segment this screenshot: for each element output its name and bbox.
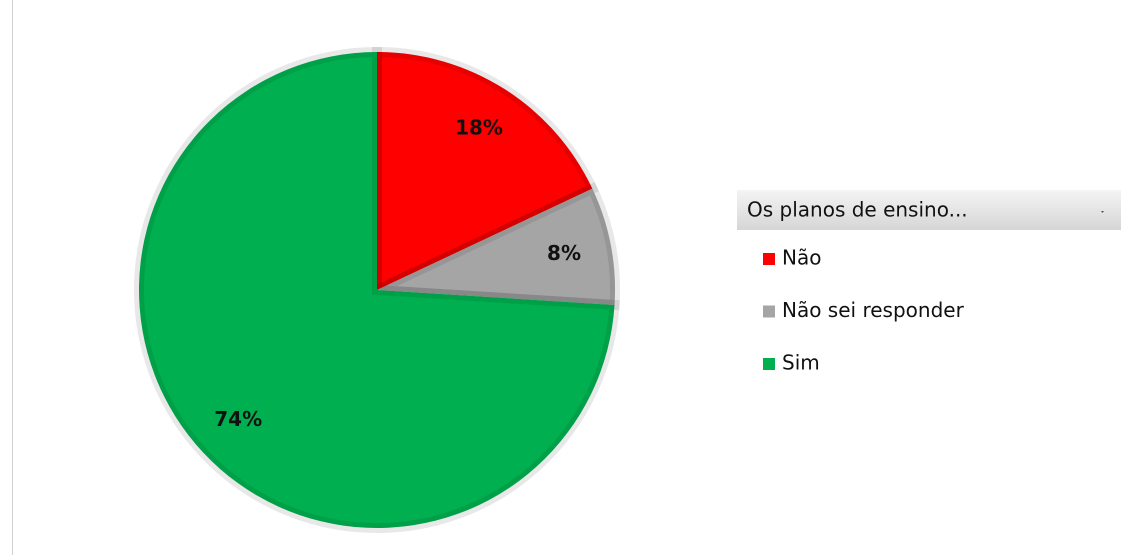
slice-border — [372, 46, 600, 298]
pie-slice — [377, 188, 615, 305]
legend-title[interactable]: Os planos de ensino... — [747, 198, 968, 222]
legend-label: Sim — [782, 351, 820, 375]
pie-slice — [138, 52, 615, 528]
data-label: 18% — [455, 116, 503, 140]
legend-swatch — [763, 358, 775, 370]
slice-border — [134, 46, 620, 533]
legend-label: Não sei responder — [782, 298, 965, 322]
dropdown-arrow[interactable] — [1101, 211, 1104, 213]
data-label: 74% — [214, 407, 262, 431]
pie-slice — [377, 52, 593, 290]
legend-swatch — [763, 253, 775, 265]
data-label: 8% — [547, 241, 581, 265]
legend-swatch — [763, 305, 775, 318]
slice-border — [374, 182, 620, 311]
legend-label: Não — [782, 246, 821, 270]
legend-header[interactable] — [737, 190, 1121, 230]
legend-filter[interactable]: Os planos de ensino... — [737, 190, 1121, 230]
